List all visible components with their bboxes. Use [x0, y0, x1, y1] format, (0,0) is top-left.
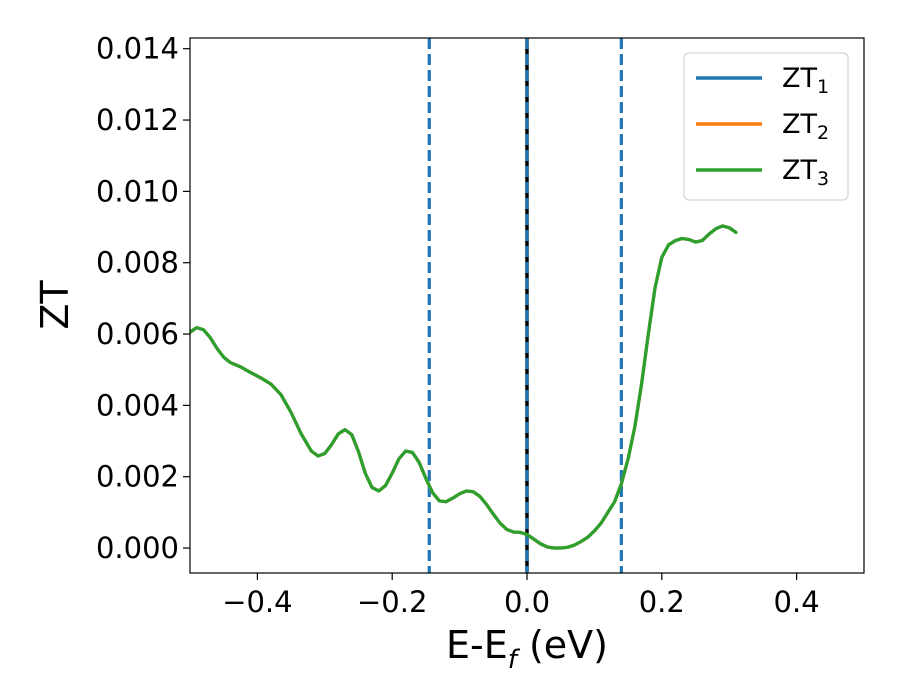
y-tick-label: 0.000 — [96, 531, 179, 565]
legend-label-zt1: ZT1 — [782, 63, 829, 98]
series-line-zt3 — [190, 224, 738, 550]
x-tick-label: −0.4 — [222, 585, 292, 619]
y-tick-label: 0.014 — [96, 32, 179, 66]
legend-label-zt2: ZT2 — [782, 109, 829, 144]
plot-content — [190, 38, 738, 573]
y-axis: 0.000 0.002 0.004 0.006 0.008 0.010 0.012 0.014 — [96, 32, 190, 565]
legend-box — [683, 52, 849, 201]
y-tick-label: 0.010 — [96, 174, 179, 208]
x-axis: −0.4 −0.2 0.0 0.2 0.4 — [222, 573, 820, 619]
y-tick-label: 0.002 — [96, 460, 179, 494]
x-tick-label: −0.2 — [357, 585, 427, 619]
y-tick-label: 0.012 — [96, 103, 179, 137]
y-axis-title: ZT — [33, 280, 77, 330]
legend-label-zt3: ZT3 — [782, 155, 829, 190]
x-axis-title: E-Ef (eV) — [446, 623, 608, 675]
x-tick-label: 0.2 — [639, 585, 685, 619]
y-tick-label: 0.004 — [96, 388, 179, 422]
y-tick-label: 0.008 — [96, 246, 179, 280]
x-tick-label: 0.4 — [774, 585, 820, 619]
x-tick-label: 0.0 — [504, 585, 550, 619]
y-tick-label: 0.006 — [96, 317, 179, 351]
legend: ZT1 ZT2 ZT3 — [683, 52, 849, 201]
